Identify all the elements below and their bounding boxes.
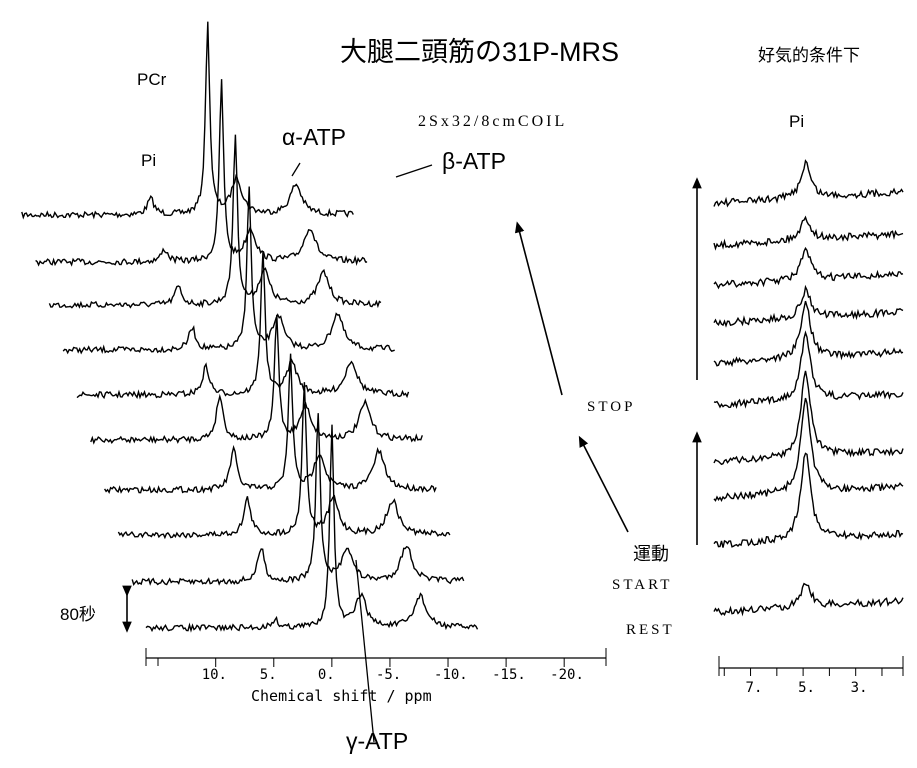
gamma-atp-label: γ-ATP [346, 728, 409, 754]
x-tick-label: -20. [550, 667, 584, 683]
x-tick-label: -15. [492, 667, 526, 683]
spectrum-trace-left [90, 314, 423, 445]
alpha-atp-pointer [291, 162, 301, 177]
exercise-label: 運動 [633, 544, 669, 564]
spectrum-trace-left [62, 186, 395, 355]
spectrum-trace-left [117, 382, 451, 540]
time-arrow-icon [578, 435, 629, 533]
x-tick-label: 0. [317, 667, 335, 683]
spectrum-trace-right [713, 159, 904, 208]
stop-label: STOP [587, 399, 636, 415]
spectrum-trace-right [713, 246, 904, 290]
time-arrow-icon [514, 221, 563, 396]
x-tick-label: 3. [850, 680, 868, 696]
spectrum-trace-right [713, 582, 904, 617]
x-axis-label: Chemical shift / ppm [251, 687, 432, 705]
x-tick-label: 7. [745, 680, 763, 696]
interval-label: 80秒 [60, 605, 96, 624]
x-tick-label: 5. [798, 680, 815, 696]
spectrum-trace-right [713, 215, 904, 251]
start-label: START [612, 577, 673, 593]
spectrum-trace-right [713, 300, 904, 368]
spectrum-trace-left [145, 424, 479, 633]
spectrum-trace-right [713, 452, 904, 548]
x-tick-label: 10. [201, 667, 227, 683]
gamma-atp-pointer [355, 559, 375, 743]
x-tick-label: 5. [259, 667, 277, 683]
spectrum-trace-right [713, 330, 904, 409]
beta-atp-label: β-ATP [442, 148, 506, 174]
spectrum-trace-left [48, 134, 382, 309]
pi-label: Pi [141, 151, 157, 170]
spectrum-trace-left [35, 79, 368, 267]
spectrum-trace-left [131, 413, 465, 587]
spectrum-trace-right [713, 284, 904, 328]
spectrum-trace-left [76, 250, 410, 400]
pcr-label: PCr [137, 70, 167, 89]
x-tick-label: -5. [375, 667, 402, 683]
spectrum-trace-right [713, 397, 904, 502]
acquisition-label: 2Sx32/8cmCOIL [418, 113, 568, 130]
chart-title: 大腿二頭筋の31P-MRS [340, 37, 620, 67]
chart-subtitle: 好気的条件下 [758, 46, 860, 65]
spectrum-trace-right [713, 370, 904, 466]
spectrum-trace-left [21, 21, 354, 220]
x-tick-label: -10. [434, 667, 468, 683]
pi-right-label: Pi [789, 112, 805, 131]
alpha-atp-label: α-ATP [282, 124, 346, 150]
spectrum-trace-left [103, 353, 437, 494]
rest-label: REST [626, 622, 675, 638]
beta-atp-pointer [395, 164, 433, 178]
